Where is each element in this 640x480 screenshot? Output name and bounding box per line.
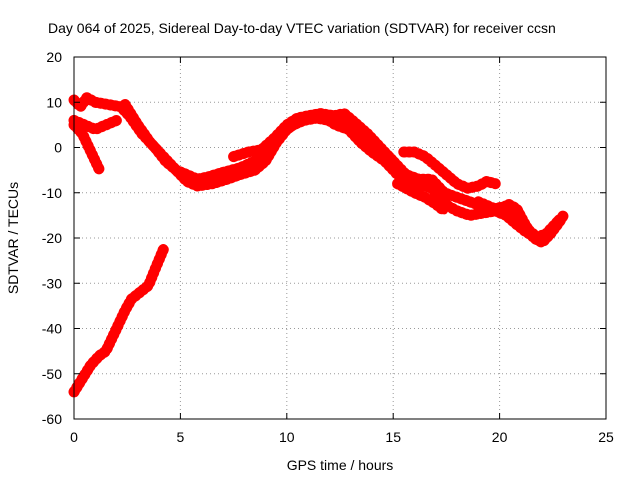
y-tick-label: -30 (42, 275, 62, 291)
y-tick-label: -40 (42, 321, 62, 337)
series-late-upper-markers (398, 146, 501, 194)
x-tick-label: 10 (279, 429, 295, 445)
x-tick-label: 25 (598, 429, 614, 445)
y-tick-label: -10 (42, 185, 62, 201)
series-early-mid-markers (68, 114, 123, 135)
y-tick-label: -20 (42, 230, 62, 246)
x-tick-label: 15 (385, 429, 401, 445)
y-tick-label: 10 (46, 94, 62, 110)
y-tick-label: 20 (46, 49, 62, 65)
series-late-tail-markers (472, 196, 569, 248)
x-tick-label: 5 (177, 429, 185, 445)
x-axis-label: GPS time / hours (287, 457, 394, 473)
series-late-lower-markers (392, 178, 450, 217)
chart-title: Day 064 of 2025, Sidereal Day-to-day VTE… (48, 20, 556, 36)
y-tick-label: -50 (42, 366, 62, 382)
series-band-upper-markers (228, 108, 408, 178)
series-rising-low-markers (68, 243, 169, 398)
x-tick-label: 20 (492, 429, 508, 445)
series-tail-down-markers (68, 119, 105, 176)
ticks (73, 56, 607, 420)
y-tick-label: -60 (42, 411, 62, 427)
series-layer (68, 92, 569, 398)
x-tick-label: 0 (70, 429, 78, 445)
tick-labels: 0 5 10 15 20 25 -60 -50 -40 -30 -20 -10 0 10 20 (42, 49, 614, 445)
y-tick-label: 0 (54, 140, 62, 156)
y-axis-label: SDTVAR / TECUs (5, 182, 21, 294)
